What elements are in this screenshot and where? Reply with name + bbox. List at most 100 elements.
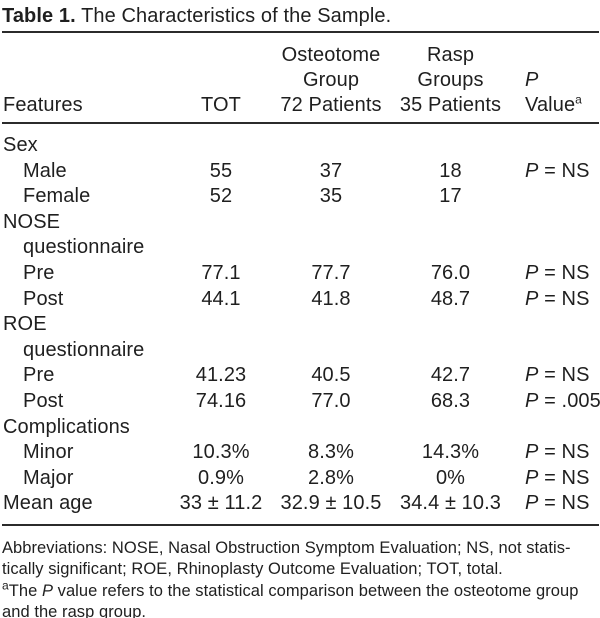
table-row: Male 55 37 18 P = NS [2, 159, 599, 185]
footnote-line: and the rasp group. [2, 602, 147, 618]
table-row: Female 52 35 17 [2, 184, 599, 210]
header-row: Features TOT Osteotome Group 72 Patients… [2, 33, 599, 124]
p-value-cell: P = NS [515, 466, 599, 492]
tot-header-label: TOT [201, 94, 241, 116]
table-row: ROE [2, 312, 599, 338]
p-symbol: P [525, 159, 539, 182]
table-row: questionnaire [2, 338, 599, 364]
p-value-cell [515, 235, 599, 261]
p-symbol: P [525, 466, 539, 489]
p-value-cell [515, 210, 599, 236]
rasp-cell: 34.4 ± 10.3 [399, 492, 502, 515]
p-value-cell [515, 123, 599, 159]
footnote-line: aThe P value refers to the statistical c… [2, 578, 600, 602]
p-value-text: = NS [538, 261, 590, 284]
table-row: questionnaire [2, 235, 599, 261]
p-value-cell [515, 184, 599, 210]
table-row: Post 44.1 41.8 48.7 P = NS [2, 287, 599, 313]
table-title-label: Table 1. [2, 5, 76, 27]
p-symbol: P [525, 441, 539, 464]
tot-cell: 55 [209, 159, 233, 182]
col-header-tot: TOT [166, 33, 276, 124]
osteotome-cell [276, 123, 386, 159]
row-label-cell: Post [23, 389, 64, 412]
tot-cell: 74.16 [195, 389, 247, 412]
row-label-cell: Major [23, 466, 74, 489]
tot-cell: 52 [209, 185, 233, 208]
col-header-rasp-group: Rasp Groups 35 Patients [386, 33, 515, 124]
rasp-cell [386, 312, 515, 338]
table-row: Mean age 33 ± 11.2 32.9 ± 10.5 34.4 ± 10.3 P… [2, 491, 599, 524]
p-value-text: = NS [538, 159, 590, 182]
header-superscript-a: a [575, 92, 582, 107]
row-label-cell: NOSE [3, 210, 61, 233]
table-header: Features TOT Osteotome Group 72 Patients… [2, 33, 599, 124]
rasp-cell [386, 415, 515, 441]
row-label-cell: questionnaire [23, 338, 145, 361]
tot-cell [166, 415, 276, 441]
rasp-cell: 76.0 [430, 261, 471, 284]
rasp-cell [386, 210, 515, 236]
osteotome-cell [276, 235, 386, 261]
p-value-text: = NS [538, 441, 590, 464]
tot-cell: 41.23 [195, 364, 247, 387]
p-value-cell: P = NS [515, 491, 599, 524]
p-value-cell: P = NS [515, 440, 599, 466]
footnote-line: Abbreviations: NOSE, Nasal Obstruction S… [2, 538, 571, 557]
tot-cell [166, 210, 276, 236]
tot-cell [166, 235, 276, 261]
p-value-cell [515, 338, 599, 364]
footnote-a-rest: value refers to the statistical comparis… [53, 581, 579, 600]
table-title-text: The Characteristics of the Sample. [81, 5, 392, 27]
row-label-cell: Mean age [3, 492, 93, 515]
row-label-cell: questionnaire [23, 236, 145, 259]
rasp-cell: 17 [439, 185, 462, 208]
table-row: NOSE [2, 210, 599, 236]
rasp-cell: 14.3% [421, 441, 480, 464]
footnote-a: aThe P value refers to the statistical c… [2, 578, 600, 618]
p-value-cell: P = NS [515, 363, 599, 389]
tot-cell: 77.1 [201, 261, 241, 284]
osteotome-cell: 77.7 [311, 261, 351, 284]
osteotome-cell [276, 312, 386, 338]
osteotome-cell [276, 210, 386, 236]
row-label-cell: Post [23, 287, 64, 310]
osteotome-cell: 41.8 [311, 287, 351, 310]
rasp-cell [386, 338, 515, 364]
footnotes: Abbreviations: NOSE, Nasal Obstruction S… [2, 538, 600, 618]
table-title: Table 1. The Characteristics of the Samp… [2, 0, 600, 29]
osteotome-cell: 35 [319, 185, 343, 208]
rasp-cell: 42.7 [430, 364, 471, 387]
rasp-cell: 48.7 [430, 287, 471, 310]
tot-cell [166, 338, 276, 364]
table-row: Sex [2, 123, 599, 159]
table-row: Major 0.9% 2.8% 0% P = NS [2, 466, 599, 492]
osteotome-cell: 77.0 [311, 389, 351, 412]
rasp-header-line: Groups [417, 69, 484, 91]
tot-cell [166, 312, 276, 338]
p-value-cell: P = NS [515, 287, 599, 313]
top-rule [2, 31, 599, 33]
footnote-superscript-a: a [2, 578, 9, 592]
p-value-cell [515, 312, 599, 338]
rasp-cell [386, 235, 515, 261]
p-value-cell: P = NS [515, 159, 599, 185]
p-value-header-text: Value [525, 94, 576, 116]
col-header-p-value: P Valuea [515, 33, 599, 124]
row-label-cell: Complications [3, 415, 130, 438]
row-label-cell: Sex [3, 134, 38, 156]
col-header-features: Features [2, 33, 166, 124]
p-symbol: P [525, 389, 539, 412]
row-label-cell: Minor [23, 441, 74, 464]
rasp-cell: 0% [435, 466, 466, 489]
row-label-cell: Pre [23, 364, 55, 387]
osteotome-cell: 40.5 [311, 364, 351, 387]
p-value-text: = NS [538, 492, 590, 515]
row-label-cell: Male [23, 159, 67, 182]
p-symbol: P [525, 261, 539, 284]
p-symbol: P [525, 69, 539, 91]
p-value-cell: P = NS [515, 261, 599, 287]
osteotome-header-line: Group [302, 69, 360, 91]
rasp-cell: 18 [439, 159, 462, 182]
osteotome-cell [276, 415, 386, 441]
